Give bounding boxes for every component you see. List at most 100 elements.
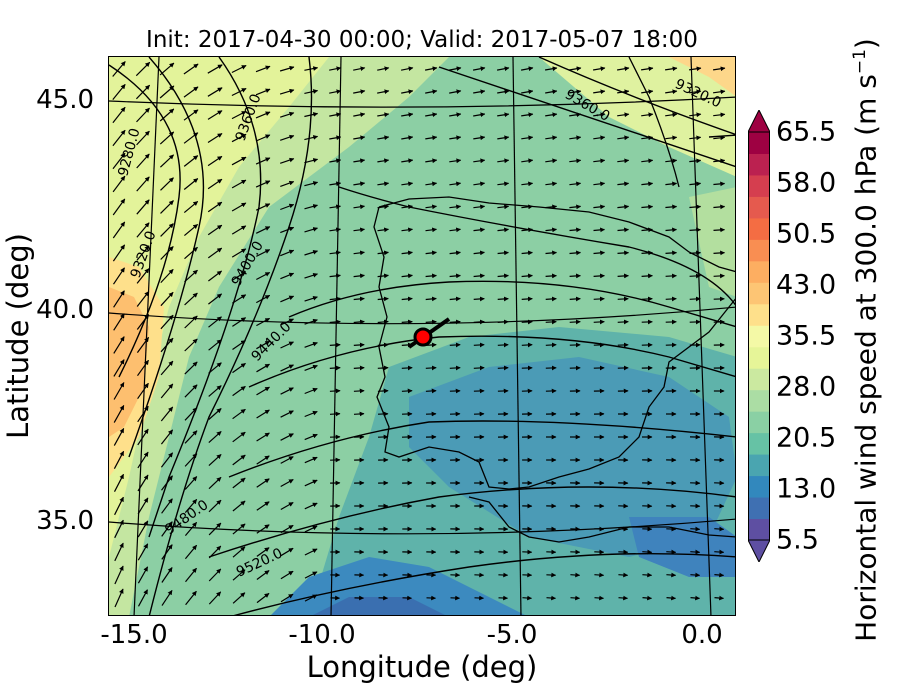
wind-arrow <box>353 273 365 279</box>
wind-arrow <box>545 273 557 279</box>
wind-arrow <box>353 365 365 371</box>
wind-arrow <box>256 524 270 534</box>
map-plot: 9280.0 9320.0 9360.0 9400.0 9440.0 9480.0 9520… <box>108 56 736 616</box>
wind-arrow <box>329 342 341 348</box>
wind-arrow <box>521 135 534 141</box>
wind-arrow <box>304 227 318 233</box>
wind-arrow <box>353 135 366 141</box>
wind-arrow <box>304 525 318 533</box>
wind-arrow <box>232 385 246 397</box>
wind-arrow <box>137 543 149 561</box>
wind-arrow <box>641 273 653 279</box>
wind-arrow <box>232 362 246 374</box>
wind-arrow <box>713 227 725 233</box>
wind-arrow <box>256 294 271 304</box>
wind-arrow <box>425 181 438 187</box>
colorbar-label: Horizontal wind speed at 300.0 hPa (m s−… <box>849 38 883 642</box>
wind-arrow <box>353 296 365 302</box>
wind-arrow <box>690 572 701 578</box>
wind-arrow <box>545 89 558 95</box>
wind-arrow <box>256 592 270 604</box>
wind-arrow <box>256 432 270 442</box>
wind-speed-fill <box>109 57 735 615</box>
wind-arrow <box>401 319 413 325</box>
wind-arrow <box>713 250 725 256</box>
wind-arrow <box>256 478 270 488</box>
wind-arrow <box>137 405 149 423</box>
wind-arrow <box>255 134 271 142</box>
wind-arrow <box>184 384 198 398</box>
wind-arrow <box>521 181 534 187</box>
wind-arrow <box>593 296 605 302</box>
wind-arrow <box>208 316 222 328</box>
wind-arrow <box>329 319 341 325</box>
wind-arrow <box>207 247 223 259</box>
wind-arrow <box>353 319 365 325</box>
wind-arrow <box>280 456 294 464</box>
wind-arrow <box>256 501 270 511</box>
wind-arrow <box>377 66 390 72</box>
wind-arrow <box>617 273 629 279</box>
wind-arrow <box>569 112 582 118</box>
wind-arrow <box>425 227 437 233</box>
colorbar-segment <box>748 432 770 455</box>
wind-arrow <box>570 595 580 601</box>
wind-arrow <box>232 477 246 489</box>
wind-arrow <box>569 273 581 279</box>
wind-arrow <box>593 112 606 118</box>
wind-arrow <box>377 181 390 187</box>
wind-arrow <box>448 66 462 72</box>
wind-arrow <box>280 226 295 234</box>
wind-arrow <box>401 158 414 164</box>
y-tick-label: 35.0 <box>36 506 94 536</box>
wind-arrow <box>112 61 126 77</box>
x-tick-label: 0.0 <box>681 620 723 650</box>
wind-arrow <box>713 204 726 210</box>
wind-arrow <box>544 66 558 72</box>
wind-arrow <box>304 502 318 510</box>
wind-arrow <box>400 66 414 72</box>
wind-arrow <box>425 112 438 118</box>
wind-arrow <box>184 544 198 560</box>
wind-arrow <box>184 476 198 490</box>
wind-arrow <box>545 319 557 325</box>
wind-arrow <box>569 181 582 187</box>
wind-arrow <box>377 89 390 95</box>
wind-arrow <box>255 226 271 234</box>
wind-arrow <box>231 179 247 189</box>
coastline <box>373 57 735 543</box>
wind-arrow <box>497 365 509 371</box>
wind-arrow <box>184 246 198 260</box>
wind-arrow <box>642 572 653 578</box>
wind-arrow <box>449 89 462 95</box>
wind-arrow <box>208 430 222 444</box>
wind-arrow <box>183 155 199 167</box>
wind-arrow <box>207 155 223 167</box>
colorbar-tick-label: 35.5 <box>776 320 837 352</box>
wind-arrow <box>641 227 653 233</box>
wind-arrow <box>473 273 485 279</box>
wind-arrow <box>208 453 222 467</box>
wind-arrow <box>377 365 389 371</box>
wind-arrow <box>160 406 174 422</box>
wind-arrow <box>569 250 581 256</box>
wind-arrow <box>183 178 199 190</box>
wind-arrow <box>280 501 294 511</box>
wind-arrow <box>112 198 126 216</box>
x-axis-label: Longitude (deg) <box>306 650 538 684</box>
wind-arrow <box>207 132 223 144</box>
wind-arrow <box>161 475 173 491</box>
location-marker <box>407 317 451 349</box>
colorbar-segment <box>748 260 770 283</box>
wind-arrow <box>160 337 174 353</box>
wind-arrow <box>160 429 174 445</box>
wind-arrow <box>112 244 126 262</box>
wind-arrow <box>329 365 341 371</box>
wind-arrow <box>304 479 318 487</box>
wind-arrow <box>329 66 342 72</box>
wind-arrow <box>449 158 462 164</box>
wind-arrow <box>353 342 365 348</box>
wind-arrow <box>642 595 652 601</box>
colorbar-segment <box>748 174 770 197</box>
wind-arrow <box>304 112 319 118</box>
